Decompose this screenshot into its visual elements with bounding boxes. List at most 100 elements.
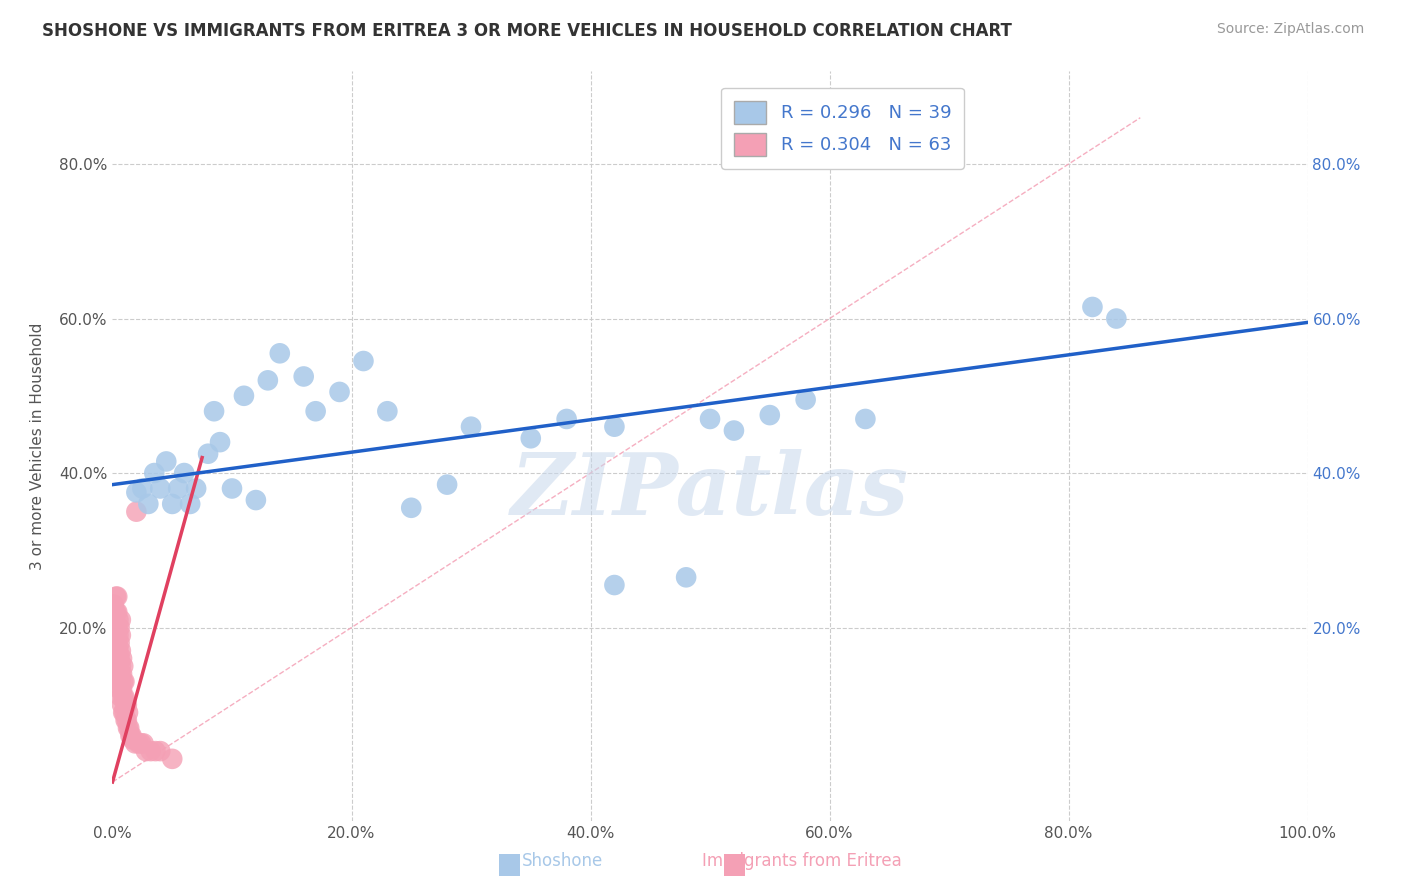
Point <box>124 736 146 750</box>
Point <box>143 466 166 480</box>
Point <box>202 404 225 418</box>
Point <box>105 621 128 635</box>
Point <box>401 500 423 515</box>
Point <box>115 713 138 727</box>
Point <box>114 690 135 704</box>
Point <box>555 412 578 426</box>
Point <box>115 698 138 712</box>
Legend: R = 0.296   N = 39, R = 0.304   N = 63: R = 0.296 N = 39, R = 0.304 N = 63 <box>721 88 965 169</box>
Point <box>108 666 131 681</box>
Point <box>110 628 132 642</box>
Point <box>112 659 135 673</box>
Text: SHOSHONE VS IMMIGRANTS FROM ERITREA 3 OR MORE VEHICLES IN HOUSEHOLD CORRELATION : SHOSHONE VS IMMIGRANTS FROM ERITREA 3 OR… <box>42 22 1012 40</box>
Point <box>149 482 172 496</box>
Point <box>118 721 141 735</box>
Point <box>759 408 782 422</box>
Point <box>114 713 136 727</box>
Point <box>107 643 129 657</box>
Point <box>723 424 745 438</box>
Point <box>110 659 132 673</box>
Point <box>111 666 134 681</box>
Point <box>105 636 128 650</box>
Point <box>112 690 135 704</box>
Point <box>352 354 374 368</box>
Point <box>105 636 128 650</box>
Point <box>1105 311 1128 326</box>
Point <box>112 674 135 689</box>
Text: Source: ZipAtlas.com: Source: ZipAtlas.com <box>1216 22 1364 37</box>
Point <box>460 419 482 434</box>
Point <box>105 590 128 604</box>
Point <box>125 505 148 519</box>
Point <box>111 651 134 665</box>
Point <box>245 493 267 508</box>
Point <box>139 744 162 758</box>
Point <box>603 419 626 434</box>
Point <box>269 346 291 360</box>
Point <box>167 482 190 496</box>
Point <box>105 651 128 665</box>
Point <box>104 636 127 650</box>
Point <box>103 598 125 612</box>
Point <box>131 482 153 496</box>
Point <box>107 674 129 689</box>
Point <box>292 369 315 384</box>
Point <box>114 706 135 720</box>
Point <box>114 674 135 689</box>
Point <box>603 578 626 592</box>
Point <box>104 621 127 635</box>
Point <box>105 605 128 619</box>
Point <box>114 698 136 712</box>
Point <box>111 698 134 712</box>
Point <box>305 404 328 418</box>
Point <box>129 736 152 750</box>
Point <box>699 412 721 426</box>
Point <box>209 435 232 450</box>
Point <box>162 752 183 766</box>
Point <box>111 682 134 697</box>
Point <box>104 605 127 619</box>
Point <box>675 570 697 584</box>
Point <box>105 651 128 665</box>
Point <box>155 454 177 468</box>
Point <box>103 613 125 627</box>
Point <box>108 682 131 697</box>
Point <box>135 744 157 758</box>
Point <box>233 389 256 403</box>
Point <box>120 729 142 743</box>
Point <box>149 744 172 758</box>
Text: Immigrants from Eritrea: Immigrants from Eritrea <box>702 852 901 870</box>
Point <box>186 482 208 496</box>
Point <box>794 392 817 407</box>
Point <box>112 706 135 720</box>
Point <box>145 744 167 758</box>
Point <box>108 636 131 650</box>
Point <box>105 605 128 619</box>
Point <box>132 736 155 750</box>
Point <box>520 431 543 445</box>
Point <box>108 621 131 635</box>
Point <box>121 732 143 747</box>
Point <box>329 384 352 399</box>
Point <box>179 497 201 511</box>
Point <box>197 447 219 461</box>
Y-axis label: 3 or more Vehicles in Household: 3 or more Vehicles in Household <box>31 322 45 570</box>
Point <box>377 404 399 418</box>
Point <box>105 621 128 635</box>
Point <box>257 373 280 387</box>
Text: Shoshone: Shoshone <box>522 852 603 870</box>
Point <box>107 613 129 627</box>
Point <box>125 485 148 500</box>
Point <box>436 477 458 491</box>
Point <box>221 482 243 496</box>
Point <box>110 690 132 704</box>
Point <box>162 497 183 511</box>
Point <box>105 590 128 604</box>
Point <box>117 706 139 720</box>
Point <box>110 613 132 627</box>
Point <box>107 659 129 673</box>
Point <box>128 736 150 750</box>
Point <box>110 674 132 689</box>
Point <box>117 721 139 735</box>
Point <box>1081 300 1104 314</box>
